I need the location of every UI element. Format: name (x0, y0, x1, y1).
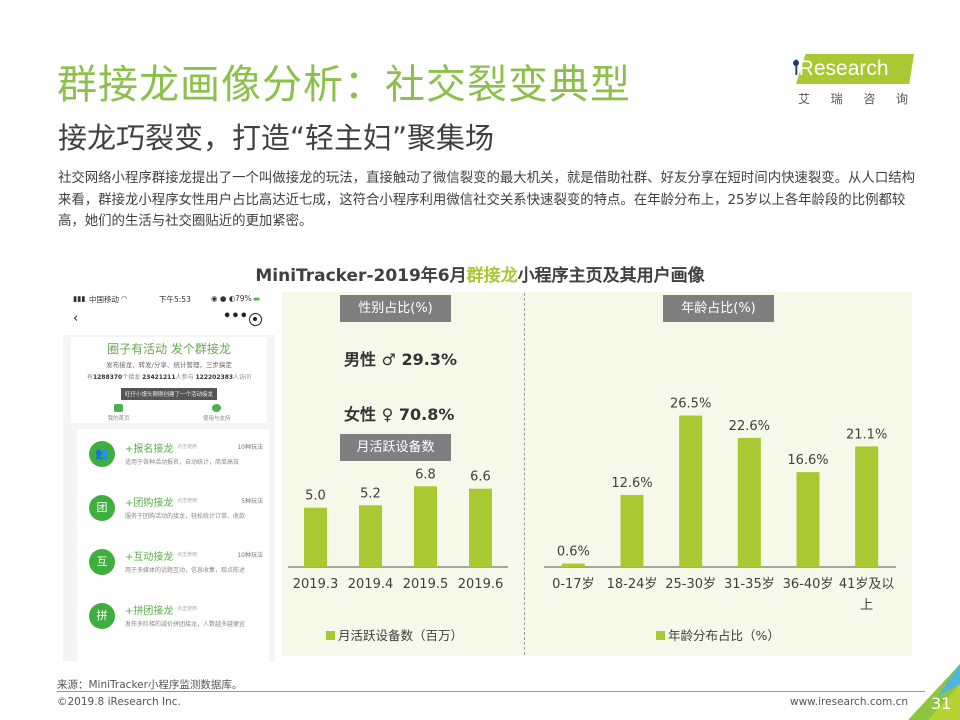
logo-background (796, 54, 914, 84)
status-time: 下午5:53 (159, 295, 191, 304)
stat-text: 人参与 (175, 374, 194, 381)
group-buy-icon: 团 (89, 495, 115, 521)
item-desc: 适用于各种活动报名，自动统计，简单高效 (125, 459, 240, 466)
copyright: ©2019.8 iResearch Inc. (57, 696, 181, 708)
signal-icon: ▮▮▮ (73, 294, 86, 303)
home-icon (114, 404, 124, 412)
legend-label: 月活跃设备数（百万） (338, 628, 464, 643)
status-icons: ◉ ● ◐ (211, 294, 236, 303)
description-paragraph: 社交网络小程序群接龙提出了一个叫做接龙的玩法，直接触动了微信裂变的最大机关，就是… (58, 171, 915, 229)
logo-chinese: 艾 瑞 咨 询 (798, 90, 908, 107)
item-name: +报名接龙 (125, 444, 174, 455)
list-item[interactable]: 👥 +报名接龙 点击使用 10种玩法 适用于各种活动报名，自动统计，简单高效 (77, 433, 269, 483)
stat-text: 个接龙 (122, 374, 141, 381)
stat-value: 122202383 (195, 374, 234, 381)
item-desc: 用于多媒体的话题互动，信息收集，观点陈述 (125, 567, 246, 574)
legend-swatch (656, 631, 665, 640)
figure-title-suffix: 小程序主页及其用户画像 (517, 266, 705, 286)
list-item[interactable]: 互 +互动接龙 点击使用 10种玩法 用于多媒体的话题互动，信息收集，观点陈述 (77, 541, 269, 591)
interaction-icon: 互 (89, 549, 115, 575)
male-label: 男性 (344, 350, 377, 369)
item-desc: 发布多阶梯的减价拼团接龙，人数越多越便宜 (125, 621, 246, 628)
stat-text: 人访问 (233, 374, 252, 381)
logo-char: 艾 (798, 92, 811, 106)
male-icon: ♂ (381, 350, 396, 369)
footer-divider (57, 691, 925, 692)
item-tag: 点击使用 (177, 606, 198, 612)
figure-title-highlight: 群接龙 (466, 266, 518, 286)
website-link[interactable]: www.iresearch.com.cn (790, 696, 909, 708)
item-desc: 服务于团购活动的接龙，轻松统计订单、收款 (125, 513, 246, 520)
corner-decoration (908, 664, 960, 720)
stat-value: 1288370 (92, 374, 123, 381)
item-tag: 点击使用 (177, 444, 198, 450)
phone-screenshot: ▮▮▮ 中国移动 ◠ 下午5:53 ◉ ● ◐ 79% ▬ ‹ ••• 圈子有活… (63, 291, 275, 661)
male-value: 29.3% (401, 350, 458, 369)
wifi-icon: ◠ (121, 294, 128, 303)
hero-icons: 我的首页 使用与支持 (71, 404, 267, 422)
item-name: +团购接龙 (125, 498, 174, 509)
page-title: 群接龙画像分析：社交裂变典型 (57, 62, 631, 108)
item-name: +拼团接龙 (125, 606, 174, 617)
page-number: 31 (931, 694, 952, 713)
carrier-text: 中国移动 (89, 295, 119, 304)
more-icon[interactable]: ••• (223, 309, 248, 324)
hero-subtitle: 发布接龙、转发/分享、统计管理，三步搞定 (106, 361, 232, 369)
legend-label: 年龄分布占比（%） (668, 628, 780, 643)
back-icon[interactable]: ‹ (73, 311, 79, 326)
item-count: 10种玩法 (237, 552, 263, 559)
hero-title: 圈子有活动 发个群接龙 (107, 342, 231, 356)
item-tag: 点击使用 (177, 498, 198, 504)
logo-char: 瑞 (830, 92, 843, 106)
gender-tag: 性别占比(%) (340, 295, 451, 322)
signup-icon: 👥 (89, 441, 115, 467)
phone-hero-card: 圈子有活动 发个群接龙 发布接龙、转发/分享、统计管理，三步搞定 有128837… (71, 337, 267, 423)
mau-legend: 月活跃设备数（百万） (326, 625, 463, 644)
list-item[interactable]: 团 +团购接龙 点击使用 5种玩法 服务于团购活动的接龙，轻松统计订单、收款 (77, 487, 269, 537)
logo-char: 咨 (863, 92, 876, 106)
iresearch-logo: iResearch 艾 瑞 咨 询 (778, 50, 918, 110)
legend-swatch (326, 631, 335, 640)
figure-title: MiniTracker-2019年6月群接龙小程序主页及其用户画像 (0, 261, 960, 286)
phone-nav-bar: ‹ ••• (63, 307, 275, 335)
item-count: 5种玩法 (241, 498, 263, 505)
logo-char: 询 (895, 92, 908, 106)
panel-divider (524, 293, 525, 655)
item-count: 10种玩法 (237, 444, 263, 451)
battery-icon: ▬ (253, 294, 261, 303)
icon-label: 使用与支持 (202, 416, 231, 422)
gender-male: 男性 ♂ 29.3% (344, 346, 457, 370)
age-legend: 年龄分布占比（%） (656, 625, 780, 644)
logo-dot (793, 60, 799, 66)
phone-feature-list: 👥 +报名接龙 点击使用 10种玩法 适用于各种活动报名，自动统计，简单高效 团… (77, 429, 269, 661)
age-tag: 年龄占比(%) (663, 295, 774, 322)
support-button[interactable]: 使用与支持 (202, 404, 231, 422)
group-deal-icon: 拼 (89, 603, 115, 629)
stat-text: 有 (86, 374, 93, 381)
close-miniprogram-icon[interactable] (249, 313, 262, 326)
female-label: 女性 (344, 405, 377, 424)
item-tag: 点击使用 (177, 552, 198, 558)
hero-stats: 有1288370个接龙 23421211人参与 122202383人访问 (71, 372, 267, 381)
female-icon: ♀ (381, 405, 394, 424)
source-note: 来源：MiniTracker小程序监测数据库。 (57, 679, 243, 691)
my-home-button[interactable]: 我的首页 (108, 404, 130, 422)
icon-label: 我的首页 (107, 416, 130, 422)
list-item[interactable]: 拼 +拼团接龙 点击使用 发布多阶梯的减价拼团接龙，人数越多越便宜 (77, 595, 269, 645)
gender-female: 女性 ♀ 70.8% (344, 401, 454, 425)
stat-value: 23421211 (142, 374, 176, 381)
item-name: +互动接龙 (125, 552, 174, 563)
page-subtitle: 接龙巧裂变，打造“轻主妇”聚集场 (58, 121, 495, 155)
hero-banner: 旺仔小馒头刚刚创建了一个活动接龙 (120, 388, 217, 400)
mau-tag: 月活跃设备数 (340, 434, 451, 461)
logo-brand-text: iResearch (794, 57, 889, 80)
figure-title-prefix: MiniTracker-2019年6月 (255, 266, 467, 286)
battery-text: 79% (235, 294, 252, 303)
female-value: 70.8% (398, 405, 455, 424)
support-icon (212, 404, 222, 412)
phone-status-bar: ▮▮▮ 中国移动 ◠ 下午5:53 ◉ ● ◐ 79% ▬ (63, 291, 275, 307)
